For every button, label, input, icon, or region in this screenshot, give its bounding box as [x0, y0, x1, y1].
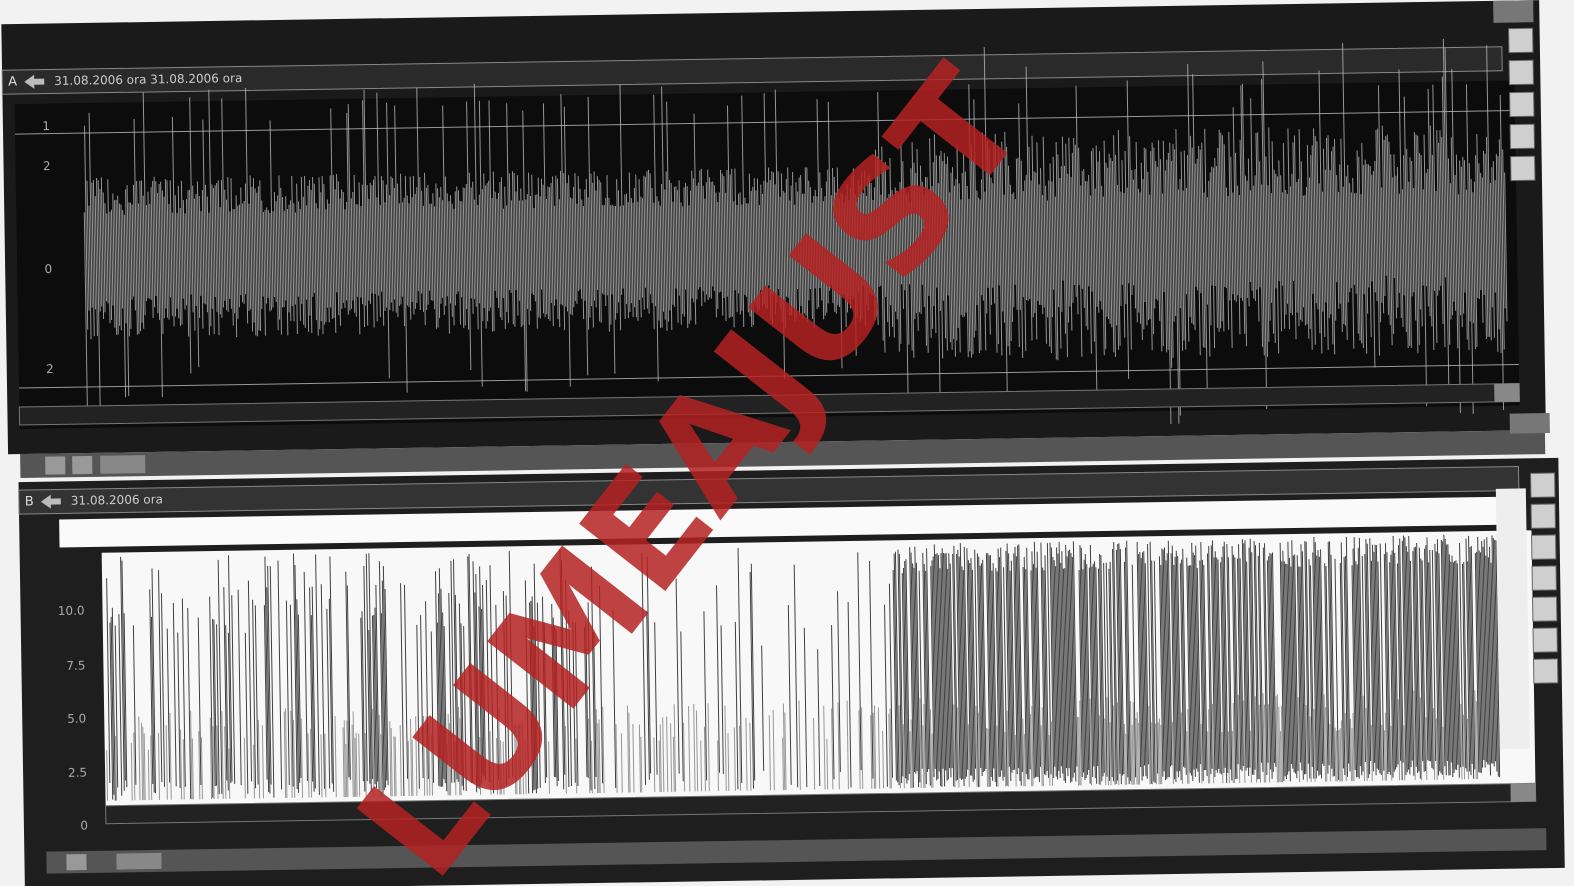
status-bar [46, 828, 1547, 874]
y-tick-label: 10.0 [58, 604, 85, 618]
title-bar [18, 466, 1520, 515]
toolbar-button[interactable] [116, 852, 162, 870]
tool-button[interactable] [1531, 565, 1557, 591]
spectrogram-gray [106, 690, 1479, 801]
y-tick-label: 7.5 [66, 659, 85, 673]
status-bar [20, 430, 1546, 479]
tool-button[interactable] [1532, 658, 1559, 684]
nav-arrow-icon[interactable] [24, 74, 45, 89]
side-toolbar [1530, 472, 1559, 684]
scroll-button[interactable] [1510, 783, 1536, 802]
y-tick-label: 2 [46, 362, 54, 376]
tool-button[interactable] [1509, 123, 1535, 150]
y-tick-label: 1 [42, 119, 50, 133]
tool-button[interactable] [1532, 596, 1558, 622]
toolbar-button[interactable] [72, 455, 93, 475]
title-bar [1, 46, 1503, 95]
y-tick-label: 0 [44, 262, 52, 276]
window-controls[interactable] [1509, 413, 1550, 434]
panel-letter: B [25, 494, 34, 509]
window-controls[interactable] [1493, 0, 1534, 23]
tool-button[interactable] [1532, 627, 1558, 653]
y-axis: 10.0 7.5 5.0 2.5 0 [58, 604, 88, 833]
side-toolbar [1508, 27, 1536, 182]
toolbar-button[interactable] [66, 854, 87, 871]
level-slider[interactable] [1495, 488, 1530, 749]
tool-button[interactable] [1509, 91, 1535, 118]
waveform-trace [83, 38, 1508, 424]
color-strip [59, 496, 1520, 548]
tool-button[interactable] [1530, 503, 1556, 529]
y-tick-label: 0 [80, 819, 88, 833]
spectrogram-dark [106, 534, 1501, 801]
panel-letter: A [8, 75, 17, 90]
scroll-button[interactable] [1494, 383, 1520, 402]
nav-arrow-icon[interactable] [40, 494, 61, 509]
toolbar-button[interactable] [100, 455, 146, 474]
tool-button[interactable] [1530, 472, 1556, 498]
waveform [83, 38, 1508, 424]
y-tick-label: 2 [43, 159, 51, 173]
y-tick-label: 2.5 [68, 766, 87, 780]
reference-line [19, 363, 1519, 389]
tool-button[interactable] [1508, 59, 1534, 86]
spectrogram [106, 534, 1501, 801]
y-tick-label: 5.0 [67, 712, 86, 726]
panel-title: 31.08.2006 ora 31.08.2006 ora [54, 71, 242, 88]
toolbar-button[interactable] [45, 456, 66, 475]
tool-button[interactable] [1531, 534, 1557, 560]
panel-title: 31.08.2006 ora [71, 492, 163, 507]
tool-button[interactable] [1508, 27, 1534, 54]
tool-button[interactable] [1510, 155, 1536, 182]
